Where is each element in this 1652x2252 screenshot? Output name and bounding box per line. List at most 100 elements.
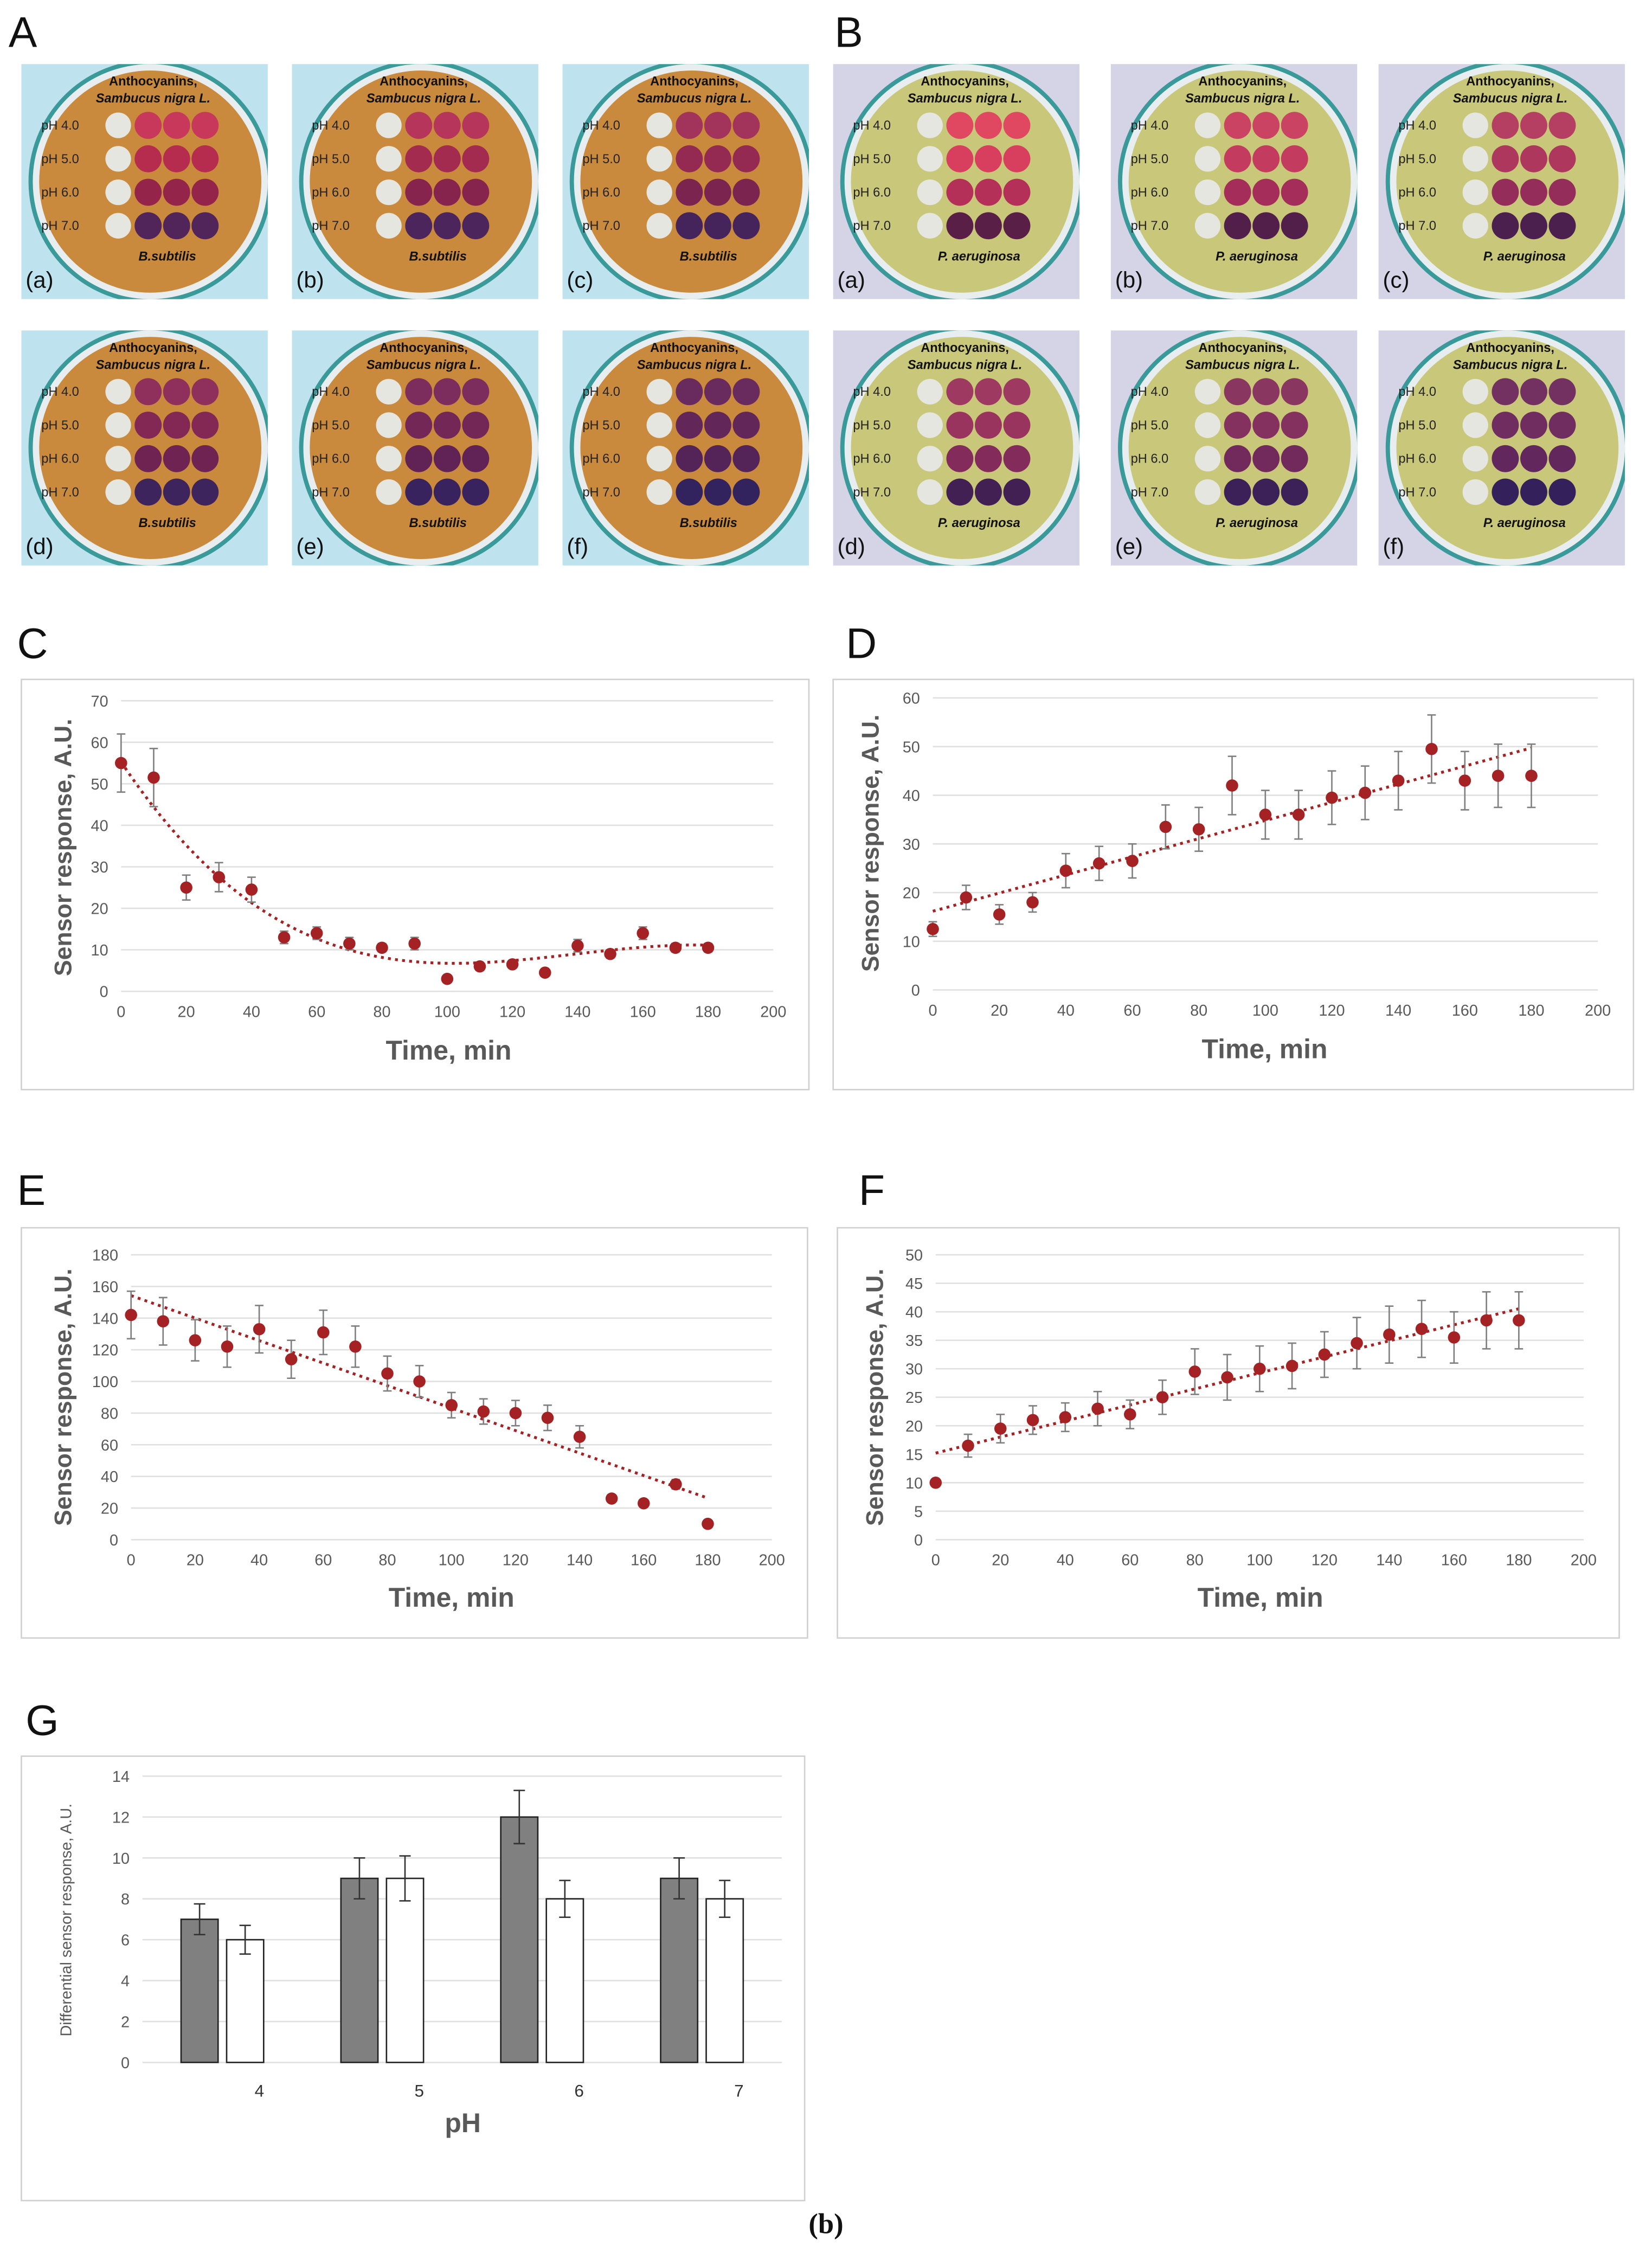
sensor-spot — [1252, 478, 1280, 506]
panel-letter: F — [859, 1166, 885, 1214]
sensor-spot — [1281, 412, 1308, 439]
control-spot — [105, 179, 131, 206]
bar — [500, 1816, 539, 2063]
sensor-spot — [1281, 445, 1308, 472]
y-tick-label: 160 — [92, 1279, 118, 1296]
x-tick-label: 200 — [759, 1552, 785, 1569]
ph-label: pH 4.0 — [1131, 385, 1169, 399]
sensor-spot — [134, 212, 162, 240]
data-point — [1126, 855, 1139, 867]
ph-label: pH 7.0 — [1398, 485, 1436, 499]
control-spot — [646, 146, 672, 172]
control-spot — [1462, 479, 1488, 505]
data-point — [960, 891, 973, 904]
petri-dish: Anthocyanins, Sambucus nigra L. pH 4.0 pH 5… — [299, 330, 538, 566]
control-spot — [917, 146, 943, 172]
dish-title: Anthocyanins, — [650, 75, 738, 89]
sensor-spot — [676, 212, 703, 240]
sensor-spot — [1003, 112, 1031, 139]
control-spot — [376, 146, 402, 172]
ph-label: pH 4.0 — [1131, 119, 1169, 133]
data-point — [1492, 769, 1505, 782]
species-label: B.subtilis — [680, 516, 737, 530]
sensor-spot — [1003, 178, 1031, 206]
data-point — [253, 1323, 266, 1336]
sensor-spot — [946, 178, 974, 206]
data-point — [180, 881, 192, 894]
sensor-spot — [1492, 112, 1519, 139]
sensor-spot — [1281, 145, 1308, 172]
y-axis-title: Sensor response, A.U. — [50, 1268, 76, 1526]
x-tick-label: 180 — [1506, 1552, 1532, 1569]
y-axis-title: Differential sensor response, A.U. — [57, 1804, 75, 2037]
control-spot — [917, 378, 943, 405]
sensor-spot — [732, 145, 760, 172]
control-spot — [1194, 112, 1221, 138]
dish-title: Sambucus nigra L. — [1453, 92, 1567, 106]
sensor-spot — [676, 112, 703, 139]
dish-title: Anthocyanins, — [109, 341, 197, 355]
ph-label: pH 5.0 — [853, 152, 891, 166]
data-point — [1448, 1331, 1461, 1344]
y-tick-label: 25 — [905, 1389, 923, 1407]
ph-label: pH 5.0 — [41, 152, 79, 166]
dish-title: Sambucus nigra L. — [96, 92, 210, 106]
sensor-spot — [462, 412, 490, 439]
y-tick-label: 10 — [905, 1475, 923, 1492]
sensor-spot — [134, 412, 162, 439]
y-tick-label: 180 — [92, 1247, 118, 1265]
control-spot — [646, 446, 672, 472]
sensor-spot — [732, 378, 760, 406]
x-tick-label: 160 — [1452, 1002, 1478, 1019]
sensor-spot — [462, 478, 490, 506]
control-spot — [1194, 446, 1221, 472]
y-tick-label: 0 — [121, 2055, 130, 2072]
data-point — [189, 1334, 202, 1346]
sensor-spot — [163, 378, 190, 406]
y-tick-label: 15 — [905, 1446, 923, 1464]
sensor-spot — [1252, 145, 1280, 172]
petri-dish: Anthocyanins, Sambucus nigra L. pH 4.0 pH 5… — [569, 330, 809, 566]
ph-label: pH 4.0 — [582, 119, 620, 133]
data-point — [1525, 769, 1538, 782]
x-tick-label: 0 — [127, 1552, 136, 1569]
control-spot — [376, 179, 402, 206]
sensor-spot — [1003, 445, 1031, 472]
sensor-spot — [732, 412, 760, 439]
sensor-spot — [405, 412, 433, 439]
data-point — [278, 931, 291, 944]
dish-letter: (d) — [838, 534, 865, 559]
sensor-spot — [1281, 478, 1308, 506]
sensor-spot — [1252, 178, 1280, 206]
dish-letter: (f) — [567, 534, 588, 559]
ph-label: pH 7.0 — [41, 485, 79, 499]
y-tick-label: 30 — [91, 859, 108, 876]
sensor-spot — [974, 145, 1002, 172]
sensor-spot — [1252, 212, 1280, 240]
sensor-spot — [1492, 212, 1519, 240]
dish-title: Sambucus nigra L. — [908, 358, 1022, 372]
sensor-spot — [1224, 378, 1251, 406]
x-axis-title: Time, min — [1198, 1582, 1323, 1613]
data-point — [1359, 786, 1372, 799]
sensor-spot — [1003, 212, 1031, 240]
y-tick-label: 60 — [903, 690, 920, 708]
species-label: P. aeruginosa — [1483, 250, 1566, 264]
sensor-spot — [1281, 178, 1308, 206]
control-spot — [1194, 179, 1221, 206]
sensor-spot — [974, 478, 1002, 506]
panel-letter: D — [846, 620, 877, 668]
data-point — [245, 883, 258, 896]
dish-title: Anthocyanins, — [1466, 341, 1554, 355]
sensor-spot — [1520, 478, 1547, 506]
ph-label: pH 5.0 — [1131, 419, 1169, 433]
sensor-spot — [163, 445, 190, 472]
data-point — [1318, 1348, 1331, 1361]
y-tick-label: 10 — [91, 942, 108, 959]
ph-label: pH 6.0 — [853, 185, 891, 200]
dish-title: Anthocyanins, — [1466, 75, 1554, 89]
x-tick-label: 4 — [255, 2081, 265, 2100]
y-tick-label: 14 — [112, 1768, 130, 1786]
data-point — [213, 871, 226, 883]
